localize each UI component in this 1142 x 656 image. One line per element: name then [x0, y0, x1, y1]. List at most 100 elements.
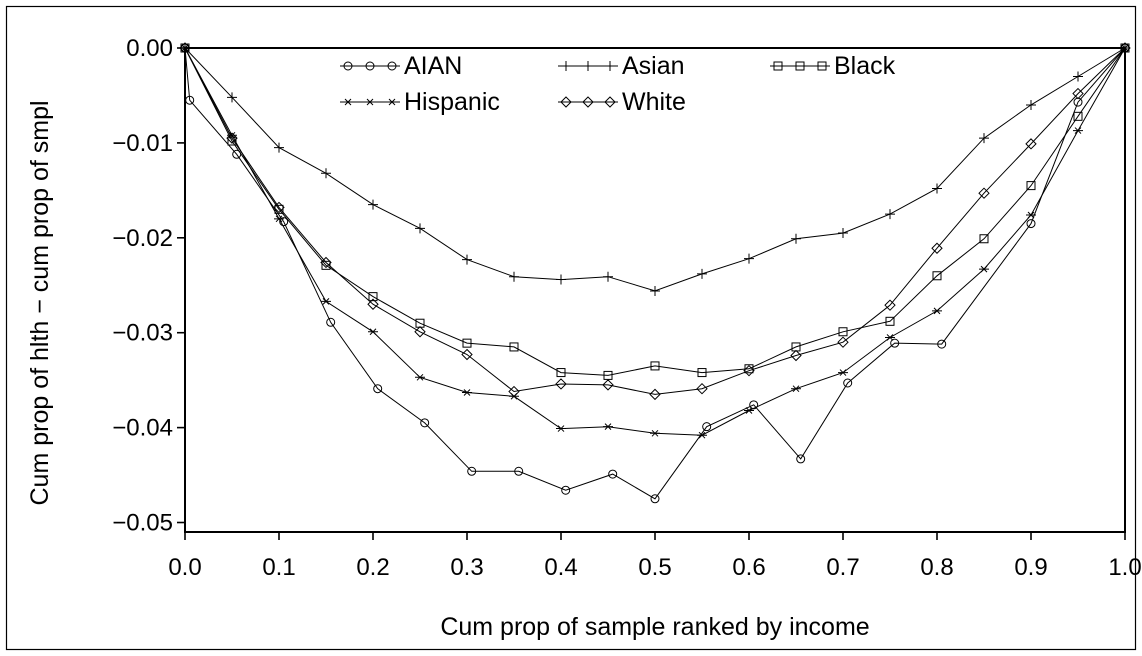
data-point-black	[368, 292, 378, 302]
data-point-white	[320, 256, 332, 269]
data-point-aian	[796, 454, 806, 464]
data-point-black	[838, 327, 848, 337]
data-point-asian	[509, 271, 519, 282]
data-point-white	[555, 378, 567, 390]
y-tick-label: −0.02	[112, 225, 173, 252]
data-point-hispanic	[838, 369, 848, 376]
series-line-white	[184, 47, 1126, 395]
data-point-aian	[185, 95, 195, 105]
legend-label-asian: Asian	[622, 52, 685, 80]
series-white	[179, 42, 1131, 401]
data-point-hispanic	[603, 423, 613, 431]
data-point-black	[697, 368, 707, 378]
legend-marker-black	[795, 61, 805, 71]
legend-item-black: Black	[770, 52, 896, 80]
data-point-asian	[321, 168, 331, 179]
data-point-hispanic	[462, 389, 472, 396]
data-point-black	[274, 204, 284, 214]
data-point-white	[414, 326, 426, 338]
x-tick-label: 0.1	[262, 554, 295, 581]
data-point-black	[885, 316, 895, 326]
data-point-black	[979, 234, 989, 244]
data-point-black	[744, 364, 754, 374]
data-point-white	[1025, 138, 1037, 150]
data-point-white	[602, 379, 614, 391]
data-point-black	[556, 368, 566, 378]
data-point-hispanic	[1073, 127, 1083, 134]
data-point-white	[461, 348, 473, 361]
data-point-aian	[608, 469, 618, 479]
data-point-white	[649, 388, 661, 401]
legend-marker-white	[560, 96, 572, 108]
data-point-asian	[979, 133, 989, 144]
data-point-aian	[514, 466, 524, 476]
data-point-white	[179, 42, 191, 54]
data-point-aian	[650, 494, 660, 504]
data-point-white	[978, 187, 990, 199]
x-tick-label: 0.3	[450, 554, 483, 581]
x-tick-label: 0.4	[544, 554, 577, 581]
legend-marker-white	[582, 96, 594, 108]
data-point-aian	[420, 418, 430, 428]
x-tick-label: 0.8	[920, 554, 953, 581]
data-point-aian	[561, 485, 571, 495]
data-point-aian	[843, 378, 853, 388]
data-point-hispanic	[368, 328, 378, 336]
legend-item-white: White	[558, 88, 686, 116]
y-tick-label: −0.03	[112, 320, 173, 347]
data-point-hispanic	[744, 407, 754, 414]
data-point-black	[1073, 111, 1083, 121]
legend-marker-aian	[387, 61, 397, 71]
legend-marker-hispanic	[343, 98, 353, 106]
data-point-black	[509, 342, 519, 352]
data-point-white	[367, 298, 379, 310]
data-point-hispanic	[885, 334, 895, 341]
data-point-hispanic	[1026, 211, 1036, 219]
x-tick-label: 1.0	[1108, 554, 1141, 581]
legend: AIAN Asian Black Hispanic White	[340, 52, 896, 116]
data-point-aian	[279, 217, 289, 227]
data-point-asian	[838, 228, 848, 239]
data-point-black	[227, 136, 237, 146]
data-point-hispanic	[415, 373, 425, 381]
outer-frame	[5, 5, 1137, 651]
data-point-asian	[744, 253, 754, 264]
data-point-asian	[603, 271, 613, 282]
x-axis-title: Cum prop of sample ranked by income	[440, 613, 869, 641]
x-tick-label: 0.5	[638, 554, 671, 581]
data-point-asian	[791, 233, 801, 244]
data-point-white	[884, 299, 896, 311]
data-point-white	[1072, 87, 1084, 100]
legend-swatch-white	[558, 96, 618, 108]
data-point-asian	[885, 209, 895, 220]
legend-swatch-asian	[558, 61, 618, 71]
data-point-hispanic	[791, 385, 801, 393]
legend-marker-hispanic	[365, 98, 375, 106]
data-point-asian	[274, 142, 284, 153]
legend-label-white: White	[622, 88, 686, 116]
legend-marker-asian	[583, 61, 593, 71]
data-point-black	[932, 271, 942, 281]
legend-marker-asian	[605, 61, 615, 71]
series-layer	[179, 42, 1131, 504]
data-point-hispanic	[932, 307, 942, 315]
legend-marker-hispanic	[387, 98, 397, 106]
data-point-asian	[462, 254, 472, 265]
data-point-aian	[890, 338, 900, 348]
data-point-hispanic	[321, 298, 331, 305]
data-point-hispanic	[979, 265, 989, 273]
legend-swatch-hispanic	[340, 98, 400, 106]
axes: 0.0 0.1 0.2 0.3 0.4 0.5 0.6 0.7 0.8 0.9 1.0 0.00 −0.…	[112, 35, 1141, 581]
data-point-asian	[1073, 71, 1083, 82]
x-tick-label: 0.2	[356, 554, 389, 581]
data-point-asian	[556, 274, 566, 285]
data-point-white	[790, 349, 802, 362]
data-point-aian	[373, 384, 383, 394]
y-tick-label: −0.05	[112, 510, 173, 537]
data-point-white	[226, 132, 238, 144]
x-tick-label: 0.7	[826, 554, 859, 581]
x-tick-label: 0.9	[1014, 554, 1047, 581]
legend-item-hispanic: Hispanic	[340, 88, 500, 116]
